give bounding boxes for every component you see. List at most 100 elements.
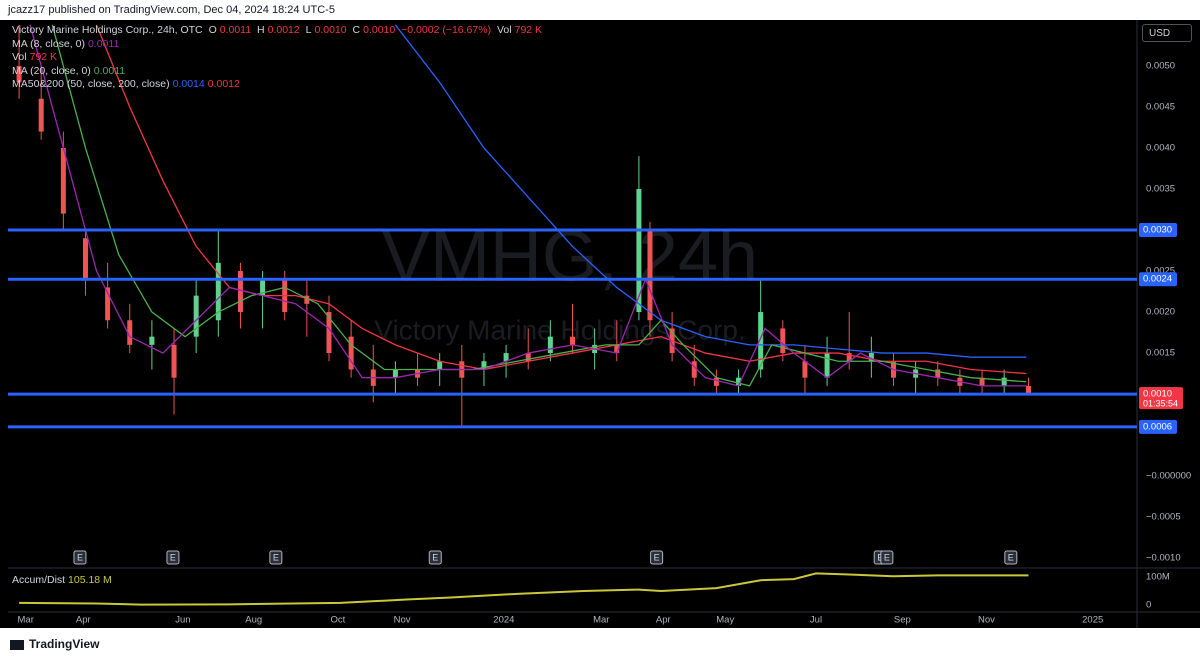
ad-legend: Accum/Dist 105.18 M bbox=[12, 574, 112, 586]
x-tick-label: May bbox=[716, 615, 734, 626]
x-tick-label: Aug bbox=[245, 615, 262, 626]
candle-body bbox=[392, 369, 398, 378]
vol-title: Vol bbox=[12, 51, 27, 63]
candle-body bbox=[758, 312, 764, 370]
earnings-badge[interactable] bbox=[880, 550, 894, 565]
chart: VMHG, 24h Victory Marine Holdings Corp. … bbox=[0, 20, 1200, 628]
ma50-value: 0.0012 bbox=[207, 78, 240, 90]
earnings-label: E bbox=[170, 552, 176, 562]
earnings-label: E bbox=[1008, 552, 1014, 562]
y-tick-label: 0.0025 bbox=[1146, 266, 1175, 277]
ma20-title: MA (20, close, 0) bbox=[12, 64, 91, 77]
vol-key: Vol bbox=[497, 24, 512, 36]
earnings-label: E bbox=[273, 552, 279, 562]
candle-body bbox=[868, 353, 874, 362]
earnings-badge[interactable] bbox=[166, 550, 180, 565]
x-tick-label: Apr bbox=[76, 615, 91, 626]
y-tick-label: −0.000000 bbox=[1146, 471, 1191, 482]
change: −0.0002 (−16.67%) bbox=[401, 24, 492, 36]
level-badge bbox=[1139, 419, 1177, 434]
earnings-badge[interactable] bbox=[73, 550, 87, 565]
brand: TradingView bbox=[29, 637, 100, 651]
ma8-value: 0.0011 bbox=[87, 37, 120, 50]
watermark-name: Victory Marine Holdings Corp. bbox=[374, 314, 745, 345]
candle-body bbox=[525, 353, 531, 362]
candle-body bbox=[82, 238, 88, 280]
ma-line bbox=[394, 24, 1027, 358]
x-tick-label: 2025 bbox=[1082, 615, 1103, 626]
candle-body bbox=[437, 361, 443, 370]
ma-line bbox=[51, 24, 1027, 387]
level-badge bbox=[1139, 223, 1177, 238]
candle-body bbox=[1001, 377, 1007, 386]
vol-value: 792 K bbox=[514, 24, 543, 36]
level-label: 0.0006 bbox=[1143, 421, 1172, 432]
ma8-title: MA (8, close, 0) bbox=[12, 37, 85, 50]
ohlc-value: 0.0010 bbox=[314, 24, 347, 36]
x-tick-label: Sep bbox=[894, 615, 911, 626]
level-label: 0.0024 bbox=[1143, 274, 1172, 285]
earnings-label: E bbox=[654, 552, 660, 562]
candle-body bbox=[237, 271, 243, 313]
ohlc-key: O bbox=[208, 24, 217, 36]
earnings-label: E bbox=[877, 552, 883, 562]
candle-body bbox=[149, 336, 155, 345]
candle-body bbox=[171, 344, 177, 378]
ad-title: Accum/Dist bbox=[12, 574, 66, 586]
publish-info: jcazz17 published on TradingView.com, De… bbox=[8, 4, 335, 16]
x-tick-label: Mar bbox=[18, 615, 34, 626]
candle-body bbox=[570, 336, 575, 345]
candle-body bbox=[60, 147, 66, 214]
candle-body bbox=[105, 287, 111, 321]
x-tick-label: Apr bbox=[656, 615, 671, 626]
x-tick-label: Nov bbox=[394, 615, 411, 626]
candle-body bbox=[16, 65, 22, 83]
candle-body bbox=[1026, 385, 1032, 395]
candle-body bbox=[304, 295, 310, 304]
earnings-badge[interactable] bbox=[1004, 550, 1018, 565]
candle-body bbox=[326, 312, 332, 354]
ohlc-value: 0.0010 bbox=[363, 24, 396, 36]
legend-row: MA (20, close, 0) 0.0011 bbox=[12, 65, 545, 79]
ad-line bbox=[19, 572, 1029, 606]
legend-row: Victory Marine Holdings Corp., 24h, OTC … bbox=[12, 24, 545, 38]
footer: TradingView bbox=[10, 637, 99, 651]
x-tick-label: Jun bbox=[175, 615, 190, 626]
earnings-badge[interactable] bbox=[269, 550, 283, 565]
ad-value: 105.18 M bbox=[68, 574, 112, 586]
candle-body bbox=[38, 98, 44, 132]
last-price-label: 0.0010 bbox=[1143, 389, 1172, 400]
x-tick-label: 2024 bbox=[493, 615, 514, 626]
y-tick-label: 0.0040 bbox=[1146, 142, 1175, 153]
currency-button[interactable]: USD bbox=[1142, 24, 1192, 42]
ma20-value: 0.0011 bbox=[93, 64, 126, 77]
ad-tick-label: 0 bbox=[1146, 600, 1151, 611]
legend-row: Vol 792 K bbox=[12, 51, 545, 65]
ohlc-key: L bbox=[305, 24, 312, 36]
candle-body bbox=[348, 336, 354, 370]
candle-body bbox=[614, 344, 620, 354]
ohlc-value: 0.0011 bbox=[219, 24, 252, 36]
legend-row: MA (8, close, 0) 0.0011 bbox=[12, 38, 545, 52]
candle-body bbox=[736, 377, 742, 386]
y-tick-label: 0.0020 bbox=[1146, 307, 1175, 318]
earnings-badge[interactable] bbox=[650, 550, 664, 565]
candle-body bbox=[979, 377, 985, 386]
x-tick-label: Oct bbox=[330, 615, 345, 626]
earnings-label: E bbox=[77, 552, 83, 562]
candle-body bbox=[636, 188, 642, 313]
vol-value: 792 K bbox=[29, 51, 58, 63]
ma50200-title: MA50&200 (50, close, 200, close) bbox=[12, 78, 170, 90]
earnings-badge[interactable] bbox=[428, 550, 442, 565]
candle-body bbox=[691, 361, 697, 378]
y-tick-label: 0.0035 bbox=[1146, 184, 1175, 195]
last-price-badge bbox=[1139, 387, 1183, 410]
candle-body bbox=[824, 353, 830, 378]
legend: Victory Marine Holdings Corp., 24h, OTC … bbox=[12, 24, 545, 92]
candle-body bbox=[547, 336, 553, 354]
candle-body bbox=[647, 230, 653, 321]
candle-body bbox=[503, 353, 509, 362]
candle-body bbox=[127, 320, 133, 345]
candle-body bbox=[260, 279, 266, 296]
candle-body bbox=[215, 262, 221, 321]
